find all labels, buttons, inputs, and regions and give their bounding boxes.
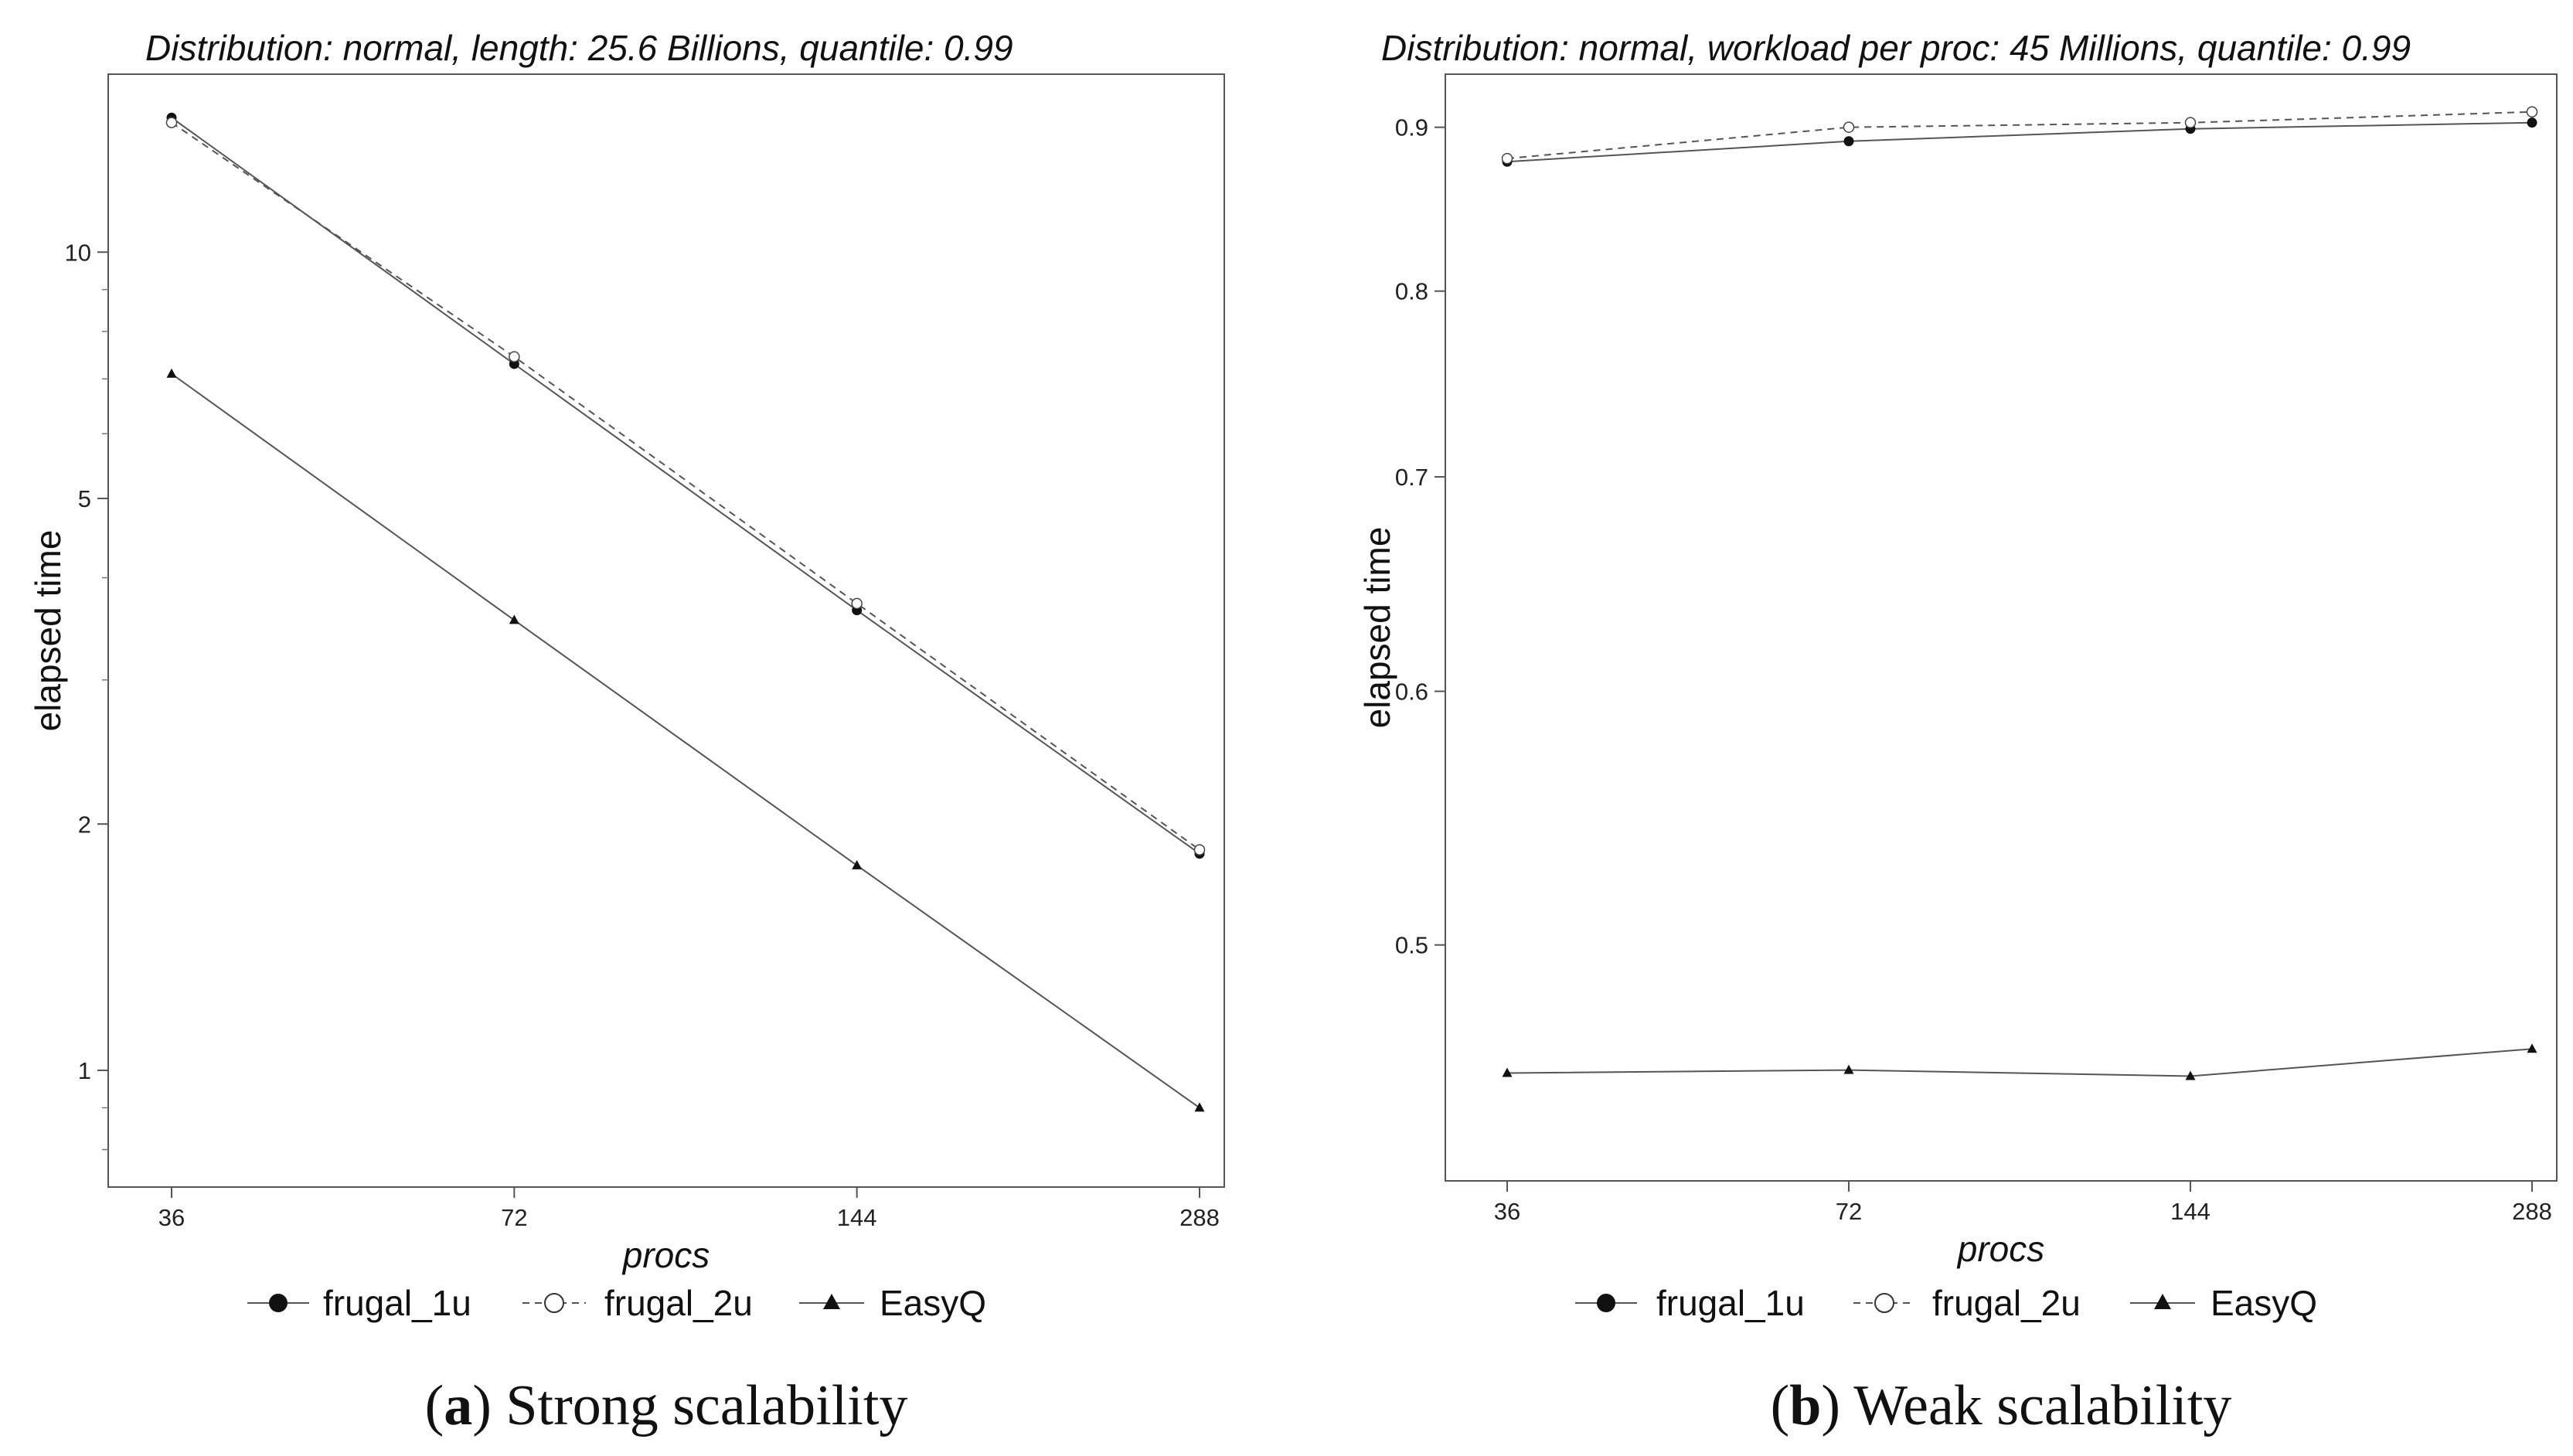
legend: frugal_1u frugal_2u EasyQ bbox=[1575, 1283, 2317, 1323]
legend-item-frugal-1u: frugal_1u bbox=[1575, 1283, 1805, 1323]
data-point-easyq bbox=[2185, 1070, 2196, 1080]
caption: (b) Weak scalability bbox=[1771, 1374, 2232, 1437]
y-tick-label: 0.9 bbox=[1395, 114, 1428, 141]
legend-label: EasyQ bbox=[880, 1283, 986, 1323]
legend-item-frugal-1u: frugal_1u bbox=[247, 1283, 471, 1323]
series-line-frugal-2u bbox=[171, 121, 1200, 851]
series-group bbox=[165, 112, 1206, 1112]
filled-circle-icon bbox=[1597, 1294, 1615, 1312]
data-point-frugal-1u bbox=[2527, 117, 2537, 128]
caption-letter: b bbox=[1789, 1374, 1821, 1437]
legend-label: frugal_2u bbox=[604, 1283, 753, 1323]
data-point-frugal-2u bbox=[165, 117, 178, 128]
x-tick-label: 72 bbox=[1836, 1198, 1862, 1225]
chart-title: Distribution: normal, length: 25.6 Billi… bbox=[145, 28, 1013, 68]
x-tick-label: 36 bbox=[158, 1204, 185, 1231]
legend-label: frugal_2u bbox=[1932, 1283, 2081, 1323]
caption-text: Weak scalability bbox=[1853, 1374, 2231, 1437]
y-tick-label: 0.5 bbox=[1395, 932, 1428, 959]
data-point-easyq bbox=[1502, 1067, 1513, 1077]
data-point-frugal-2u bbox=[509, 351, 520, 362]
caption-text: Strong scalability bbox=[505, 1374, 907, 1437]
chart-title: Distribution: normal, workload per proc:… bbox=[1381, 28, 2411, 68]
x-tick-label: 36 bbox=[1494, 1198, 1520, 1225]
legend-label: EasyQ bbox=[2211, 1283, 2317, 1323]
x-tick-label: 144 bbox=[837, 1204, 877, 1231]
open-circle-icon bbox=[544, 1293, 564, 1313]
data-point-easyq bbox=[852, 859, 863, 869]
filled-triangle-icon bbox=[823, 1294, 840, 1309]
legend: frugal_1u frugal_2u EasyQ bbox=[247, 1283, 986, 1323]
data-point-easyq bbox=[2527, 1043, 2537, 1053]
y-axis-label: elapsed time bbox=[1357, 527, 1397, 729]
y-tick-label: 10 bbox=[65, 239, 91, 266]
series-line-frugal-1u bbox=[1506, 121, 2533, 163]
data-point-easyq bbox=[509, 614, 519, 624]
plot-frame bbox=[1445, 73, 2558, 1182]
legend-item-easyq: EasyQ bbox=[2130, 1283, 2317, 1323]
data-point-easyq bbox=[1194, 1102, 1205, 1112]
y-axis: 1 2 5 10 bbox=[65, 239, 108, 1151]
x-tick-label: 144 bbox=[2170, 1198, 2211, 1225]
y-axis: 0.5 0.6 0.7 0.8 0.9 bbox=[1395, 114, 1445, 959]
data-point-frugal-2u bbox=[2526, 106, 2538, 118]
data-point-frugal-2u bbox=[1501, 152, 1513, 165]
y-tick-label: 2 bbox=[78, 811, 91, 838]
y-tick-label: 5 bbox=[78, 485, 91, 512]
y-tick-label: 1 bbox=[78, 1057, 91, 1084]
data-point-easyq bbox=[166, 368, 177, 378]
legend-label: frugal_1u bbox=[1656, 1283, 1805, 1323]
legend-item-frugal-2u: frugal_2u bbox=[1853, 1283, 2081, 1323]
x-axis-label: procs bbox=[1956, 1229, 2044, 1269]
x-axis: 36 72 144 288 bbox=[1494, 1181, 2552, 1225]
chart-panel-a: Distribution: normal, length: 25.6 Billi… bbox=[28, 28, 1225, 1437]
data-point-frugal-2u bbox=[1193, 844, 1206, 856]
chart-panel-b: Distribution: normal, workload per proc:… bbox=[1357, 28, 2558, 1437]
open-circle-icon bbox=[1874, 1293, 1894, 1313]
filled-circle-icon bbox=[269, 1294, 288, 1312]
legend-item-frugal-2u: frugal_2u bbox=[522, 1283, 753, 1323]
caption-letter: a bbox=[444, 1374, 472, 1437]
legend-item-easyq: EasyQ bbox=[799, 1283, 986, 1323]
data-point-frugal-2u bbox=[1843, 121, 1855, 133]
data-point-frugal-2u bbox=[2184, 117, 2197, 128]
x-tick-label: 72 bbox=[501, 1204, 527, 1231]
x-axis: 36 72 144 288 bbox=[158, 1187, 1220, 1231]
series-line-frugal-1u bbox=[171, 117, 1200, 855]
data-point-frugal-1u bbox=[1843, 136, 1854, 147]
x-axis-label: procs bbox=[621, 1235, 710, 1275]
plot-frame bbox=[107, 73, 1225, 1188]
y-tick-label: 0.8 bbox=[1395, 278, 1428, 305]
x-tick-label: 288 bbox=[1179, 1204, 1220, 1231]
series-line-easyq bbox=[171, 373, 1200, 1109]
series-group bbox=[1501, 106, 2538, 1080]
series-line-easyq bbox=[1506, 1048, 2533, 1077]
y-axis-label: elapsed time bbox=[28, 530, 68, 732]
series-line-frugal-2u bbox=[1506, 111, 2533, 160]
data-point-frugal-2u bbox=[851, 597, 863, 610]
legend-label: frugal_1u bbox=[323, 1283, 471, 1323]
x-tick-label: 288 bbox=[2512, 1198, 2552, 1225]
data-point-easyq bbox=[1843, 1064, 1854, 1074]
y-tick-label: 0.6 bbox=[1395, 679, 1428, 706]
filled-triangle-icon bbox=[2154, 1294, 2171, 1309]
y-tick-label: 0.7 bbox=[1395, 464, 1428, 491]
caption: (a) Strong scalability bbox=[425, 1374, 908, 1437]
